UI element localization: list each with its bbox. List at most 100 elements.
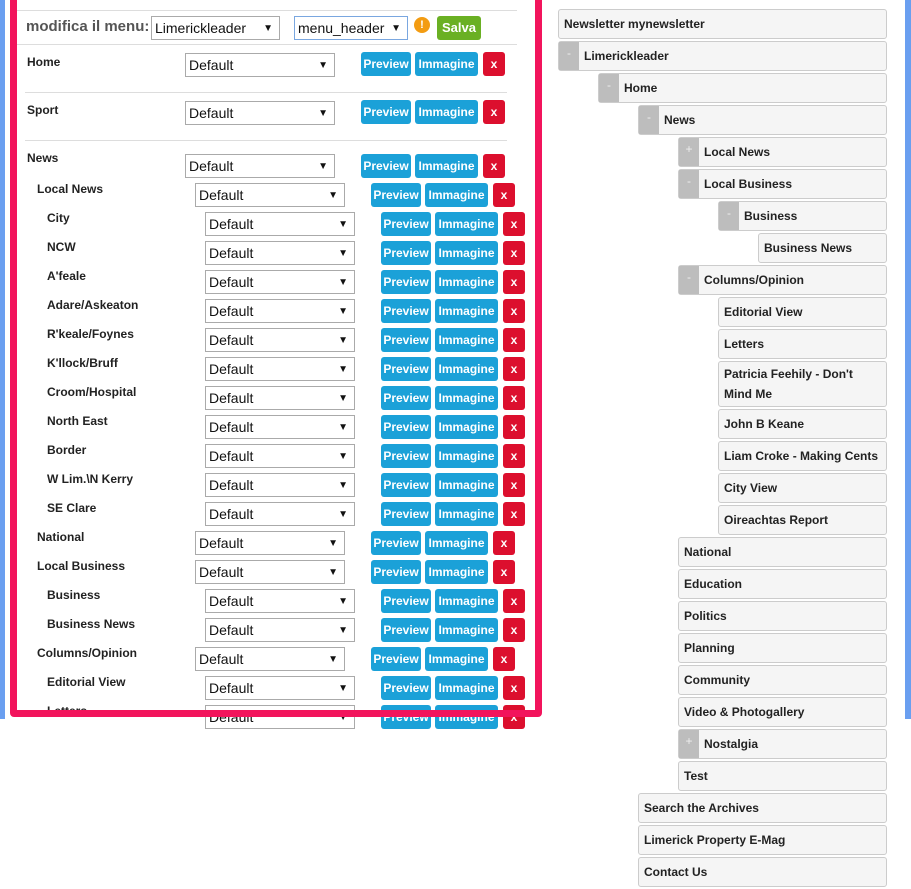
delete-button[interactable]: x	[503, 502, 525, 526]
style-select[interactable]: Default ▼	[195, 531, 345, 555]
image-button[interactable]: Immagine	[415, 52, 478, 76]
image-button[interactable]: Immagine	[435, 328, 498, 352]
preview-button[interactable]: Preview	[381, 357, 431, 381]
delete-button[interactable]: x	[503, 270, 525, 294]
image-button[interactable]: Immagine	[435, 415, 498, 439]
image-button[interactable]: Immagine	[435, 444, 498, 468]
style-select[interactable]: Default ▼	[185, 154, 335, 178]
tree-item[interactable]: Politics	[678, 601, 887, 631]
tree-item[interactable]: Video & Photogallery	[678, 697, 887, 727]
tree-item[interactable]: Test	[678, 761, 887, 791]
style-select[interactable]: Default ▼	[205, 676, 355, 700]
preview-button[interactable]: Preview	[381, 589, 431, 613]
delete-button[interactable]: x	[503, 705, 525, 729]
style-select[interactable]: Default ▼	[195, 647, 345, 671]
collapse-icon[interactable]: -	[719, 202, 739, 230]
delete-button[interactable]: x	[493, 183, 515, 207]
delete-button[interactable]: x	[503, 386, 525, 410]
delete-button[interactable]: x	[503, 473, 525, 497]
preview-button[interactable]: Preview	[381, 386, 431, 410]
image-button[interactable]: Immagine	[425, 183, 488, 207]
preview-button[interactable]: Preview	[381, 618, 431, 642]
tree-item[interactable]: Education	[678, 569, 887, 599]
image-button[interactable]: Immagine	[435, 502, 498, 526]
delete-button[interactable]: x	[503, 618, 525, 642]
style-select[interactable]: Default ▼	[185, 101, 335, 125]
tree-item[interactable]: Contact Us	[638, 857, 887, 887]
tree-item[interactable]: Search the Archives	[638, 793, 887, 823]
tree-item[interactable]: Liam Croke - Making Cents	[718, 441, 887, 471]
style-select[interactable]: Default ▼	[205, 589, 355, 613]
delete-button[interactable]: x	[483, 100, 505, 124]
image-button[interactable]: Immagine	[435, 357, 498, 381]
preview-button[interactable]: Preview	[381, 444, 431, 468]
image-button[interactable]: Immagine	[425, 647, 488, 671]
delete-button[interactable]: x	[503, 676, 525, 700]
tree-item[interactable]: Patricia Feehily - Don't Mind Me	[718, 361, 887, 407]
preview-button[interactable]: Preview	[381, 328, 431, 352]
image-button[interactable]: Immagine	[435, 473, 498, 497]
tree-item[interactable]: Business News	[758, 233, 887, 263]
style-select[interactable]: Default ▼	[205, 618, 355, 642]
delete-button[interactable]: x	[483, 154, 505, 178]
expand-icon[interactable]: +	[679, 138, 699, 166]
tree-item[interactable]: - Business	[718, 201, 887, 231]
image-button[interactable]: Immagine	[415, 100, 478, 124]
preview-button[interactable]: Preview	[371, 183, 421, 207]
style-select[interactable]: Default ▼	[205, 299, 355, 323]
preview-button[interactable]: Preview	[381, 241, 431, 265]
delete-button[interactable]: x	[503, 444, 525, 468]
collapse-icon[interactable]: -	[679, 266, 699, 294]
tree-item[interactable]: - News	[638, 105, 887, 135]
delete-button[interactable]: x	[503, 415, 525, 439]
image-button[interactable]: Immagine	[435, 618, 498, 642]
image-button[interactable]: Immagine	[435, 270, 498, 294]
tree-item[interactable]: Letters	[718, 329, 887, 359]
collapse-icon[interactable]: -	[599, 74, 619, 102]
image-button[interactable]: Immagine	[435, 705, 498, 729]
tree-item[interactable]: - Home	[598, 73, 887, 103]
preview-button[interactable]: Preview	[381, 270, 431, 294]
image-button[interactable]: Immagine	[425, 531, 488, 555]
preview-button[interactable]: Preview	[361, 100, 411, 124]
image-button[interactable]: Immagine	[435, 241, 498, 265]
info-icon[interactable]: !	[414, 17, 430, 33]
style-select[interactable]: Default ▼	[205, 357, 355, 381]
style-select[interactable]: Default ▼	[205, 705, 355, 729]
preview-button[interactable]: Preview	[361, 154, 411, 178]
tree-item[interactable]: Editorial View	[718, 297, 887, 327]
tree-item[interactable]: Planning	[678, 633, 887, 663]
style-select[interactable]: Default ▼	[195, 560, 345, 584]
collapse-icon[interactable]: -	[679, 170, 699, 198]
expand-icon[interactable]: +	[679, 730, 699, 758]
preview-button[interactable]: Preview	[371, 647, 421, 671]
delete-button[interactable]: x	[483, 52, 505, 76]
preview-button[interactable]: Preview	[381, 212, 431, 236]
menu-select[interactable]: menu_header ▼	[294, 16, 408, 40]
tree-item[interactable]: + Nostalgia	[678, 729, 887, 759]
style-select[interactable]: Default ▼	[205, 212, 355, 236]
delete-button[interactable]: x	[503, 328, 525, 352]
delete-button[interactable]: x	[503, 212, 525, 236]
image-button[interactable]: Immagine	[435, 212, 498, 236]
style-select[interactable]: Default ▼	[195, 183, 345, 207]
style-select[interactable]: Default ▼	[205, 328, 355, 352]
image-button[interactable]: Immagine	[425, 560, 488, 584]
tree-item[interactable]: Oireachtas Report	[718, 505, 887, 535]
preview-button[interactable]: Preview	[381, 705, 431, 729]
tree-item[interactable]: John B Keane	[718, 409, 887, 439]
style-select[interactable]: Default ▼	[205, 444, 355, 468]
preview-button[interactable]: Preview	[381, 502, 431, 526]
image-button[interactable]: Immagine	[415, 154, 478, 178]
style-select[interactable]: Default ▼	[185, 53, 335, 77]
image-button[interactable]: Immagine	[435, 299, 498, 323]
tree-item[interactable]: Limerick Property E-Mag	[638, 825, 887, 855]
style-select[interactable]: Default ▼	[205, 270, 355, 294]
preview-button[interactable]: Preview	[381, 676, 431, 700]
delete-button[interactable]: x	[503, 357, 525, 381]
tree-item[interactable]: City View	[718, 473, 887, 503]
delete-button[interactable]: x	[493, 647, 515, 671]
image-button[interactable]: Immagine	[435, 386, 498, 410]
style-select[interactable]: Default ▼	[205, 502, 355, 526]
style-select[interactable]: Default ▼	[205, 386, 355, 410]
